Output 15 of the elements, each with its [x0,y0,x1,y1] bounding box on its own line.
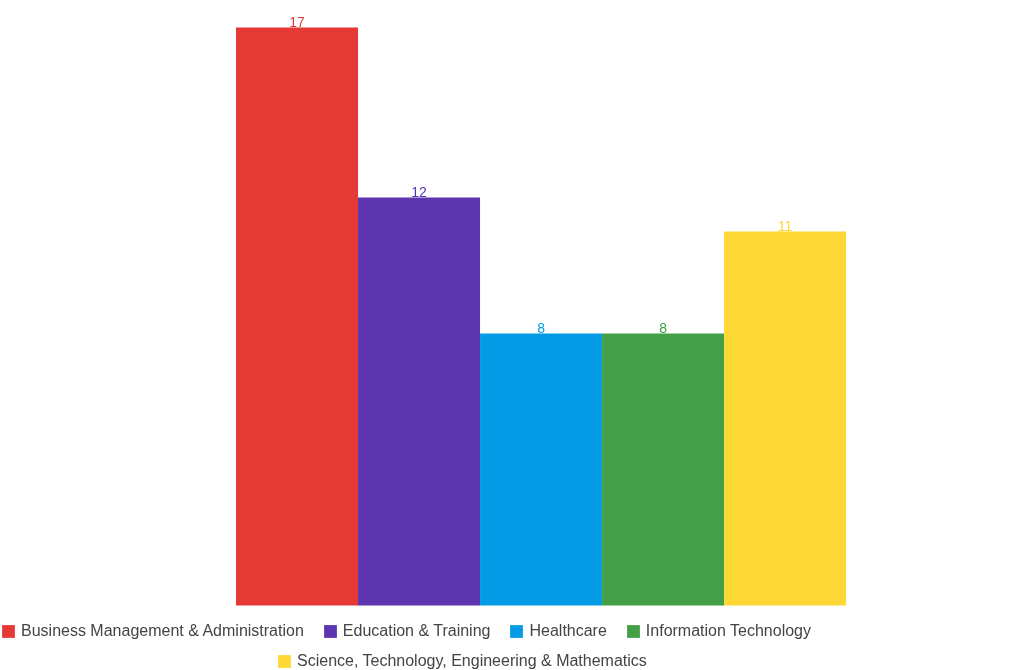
bar [236,27,359,606]
legend-label: Business Management & Administration [21,622,304,640]
legend-label: Education & Training [342,622,491,640]
data-label: 11 [777,217,793,234]
data-label: 8 [537,319,546,336]
legend-label: Science, Technology, Engineering & Mathematics [297,652,647,670]
data-label: 17 [289,13,306,30]
legend-label: Information Technology [645,622,811,640]
data-label: 12 [411,183,428,200]
bar [358,197,481,606]
bar [602,333,725,606]
bar [724,231,847,606]
legend-label: Healthcare [529,622,607,640]
bar [480,333,603,606]
data-label: 8 [659,319,668,336]
